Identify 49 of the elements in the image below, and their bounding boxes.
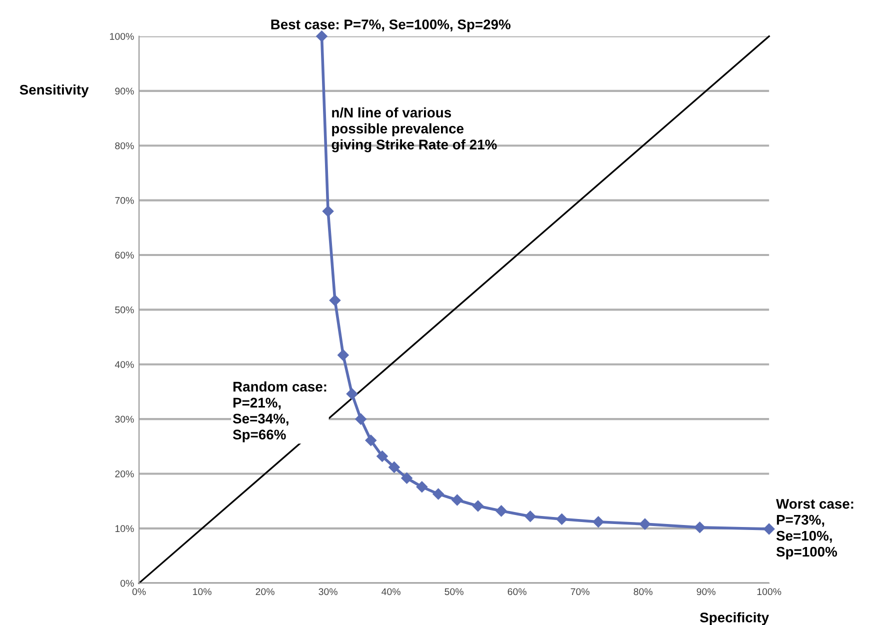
point xyxy=(452,494,463,506)
annotation: Worst case: P=73%, Se=10%, Sp=100% xyxy=(776,499,854,560)
point xyxy=(416,481,428,492)
point xyxy=(316,30,328,42)
x-tick-label: 100% xyxy=(757,588,782,596)
point xyxy=(592,516,604,528)
x-tick-label: 80% xyxy=(634,588,652,596)
x-tick-label: 90% xyxy=(696,588,716,596)
x-axis-title: Specificity xyxy=(700,612,769,625)
y-tick-label: 70% xyxy=(115,197,134,204)
point xyxy=(329,294,341,306)
annotation: n/N line of various possible prevalence giving Strike Rate of 21% xyxy=(332,107,497,152)
x-tick-label: 70% xyxy=(570,588,590,596)
y-tick-label: 30% xyxy=(115,416,134,423)
y-tick-label: 40% xyxy=(114,361,134,368)
x-tick-label: 60% xyxy=(508,588,526,596)
point xyxy=(355,413,366,425)
point xyxy=(376,450,388,462)
point xyxy=(556,514,568,525)
y-tick-label: 100% xyxy=(110,32,134,40)
x-tick-label: 40% xyxy=(382,588,400,596)
y-tick-label: 0% xyxy=(120,580,134,587)
point xyxy=(472,500,484,512)
point xyxy=(322,206,334,217)
point xyxy=(694,522,706,533)
y-tick-label: 60% xyxy=(115,252,134,259)
point xyxy=(346,388,358,400)
point xyxy=(365,434,376,446)
point xyxy=(338,349,349,361)
x-tick-label: 0% xyxy=(132,588,146,596)
x-tick-label: 10% xyxy=(193,588,212,596)
point xyxy=(496,505,507,517)
y-tick-label: 20% xyxy=(115,470,134,478)
y-tick-label: 50% xyxy=(115,306,134,314)
point xyxy=(388,462,400,473)
y-tick-label: 90% xyxy=(115,88,134,95)
point xyxy=(639,518,651,530)
annotation: Best case: P=7%, Se=100%, Sp=29% xyxy=(271,20,510,32)
x-tick-label: 20% xyxy=(256,588,274,596)
x-tick-label: 30% xyxy=(318,588,338,596)
point xyxy=(401,472,412,484)
y-tick-label: 10% xyxy=(115,525,134,532)
y-axis-title: Sensitivity xyxy=(20,84,89,98)
y-tick-label: 80% xyxy=(115,142,134,150)
annotation: Random case: P=21%, Se=34%, Sp=66% xyxy=(232,381,326,442)
point xyxy=(763,523,775,535)
point xyxy=(524,510,536,522)
x-tick-label: 50% xyxy=(444,588,464,596)
point xyxy=(432,488,444,500)
